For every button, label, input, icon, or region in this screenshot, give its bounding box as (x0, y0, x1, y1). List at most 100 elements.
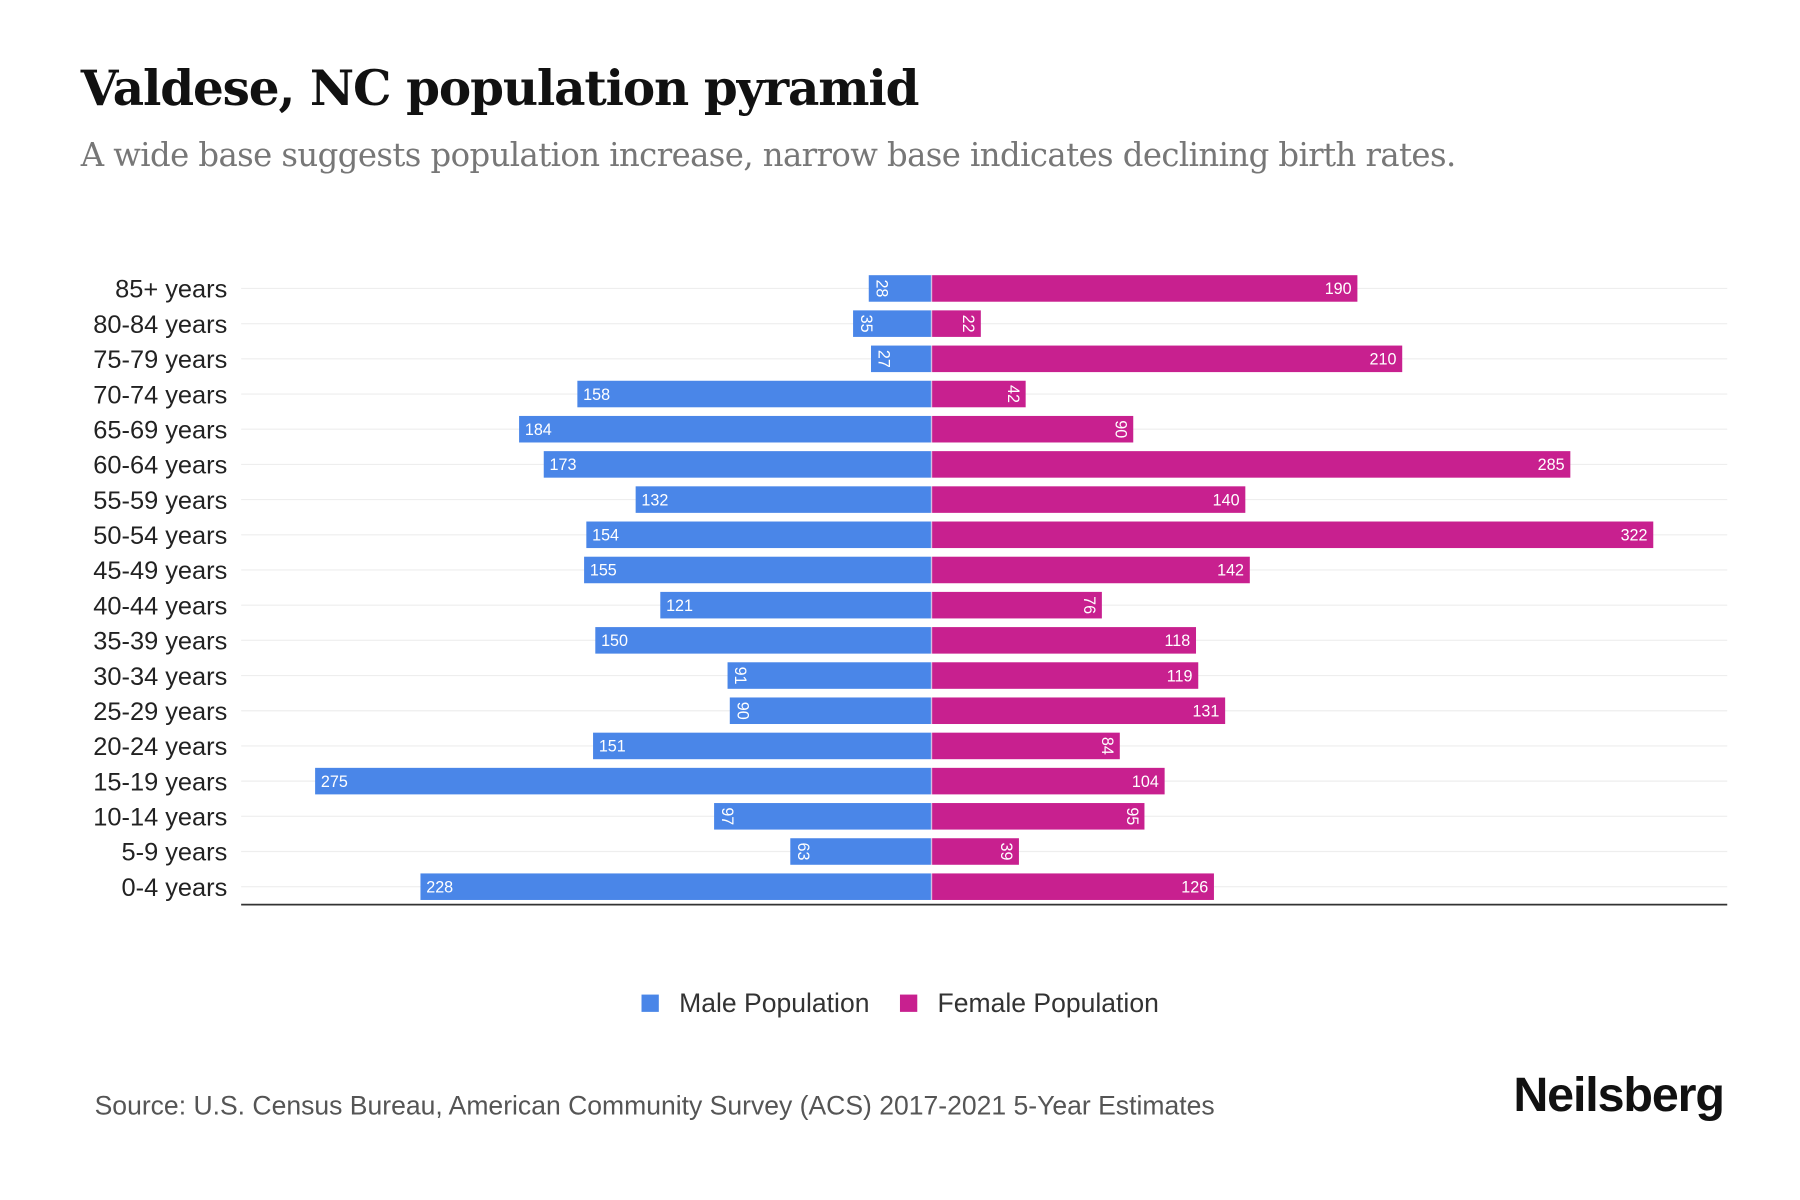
y-tick-label: 60-64 years (93, 452, 227, 480)
male-bar (729, 697, 932, 725)
male-bar (635, 486, 932, 513)
y-tick-label: 75-79 years (93, 346, 227, 374)
female-bar (931, 873, 1214, 900)
data-label: 27 (875, 350, 893, 368)
data-label: 121 (666, 597, 693, 615)
data-label: 104 (1132, 773, 1159, 791)
female-bar (931, 591, 1102, 619)
chart-title: Valdese, NC population pyramid (80, 59, 920, 117)
data-label: 150 (601, 632, 628, 650)
y-tick-label: 45-49 years (93, 557, 227, 585)
data-label: 28 (872, 279, 890, 297)
data-label: 39 (997, 843, 1015, 861)
female-bar (931, 767, 1165, 795)
data-label: 173 (550, 456, 577, 474)
y-tick-label: 5-9 years (122, 839, 228, 867)
male-bar (420, 873, 932, 900)
y-tick-label: 70-74 years (93, 381, 227, 409)
female-bar (931, 275, 1358, 302)
female-bar (931, 521, 1654, 549)
female-bar (931, 556, 1250, 584)
data-label: 84 (1098, 737, 1116, 755)
data-label: 95 (1123, 807, 1141, 825)
legend-label-male: Male Population (679, 987, 870, 1018)
male-bar (853, 310, 932, 337)
pyramid-chart: 85+ years 80-84 years 75-79 years 70-74 yea… (93, 275, 1728, 906)
male-bar (595, 627, 932, 654)
data-label: 63 (794, 843, 812, 861)
y-tick-label: 20-24 years (93, 733, 227, 761)
data-label: 140 (1213, 491, 1240, 509)
legend: Male Population Female Population (0, 988, 1800, 1019)
y-tick-label: 35-39 years (93, 628, 227, 656)
male-bar (790, 838, 932, 865)
data-label: 275 (321, 773, 348, 791)
data-label: 210 (1370, 351, 1397, 369)
female-bar (931, 662, 1199, 689)
data-label: 90 (1112, 420, 1130, 438)
female-bar (931, 838, 1019, 865)
brand-logo: Neilsberg (1513, 1067, 1725, 1122)
legend-label-female: Female Population (937, 987, 1159, 1018)
female-bar (931, 380, 1026, 408)
data-label: 35 (857, 315, 875, 333)
female-bar (931, 451, 1571, 478)
legend-item-male[interactable]: Male Population (641, 988, 869, 1019)
female-bar (931, 697, 1226, 725)
data-label: 97 (718, 807, 736, 825)
female-bar (931, 627, 1197, 654)
y-tick-label: 25-29 years (93, 698, 227, 726)
legend-swatch-male (641, 994, 659, 1012)
male-bar (577, 380, 932, 408)
male-bar (593, 732, 932, 760)
data-label: 118 (1165, 632, 1191, 650)
legend-item-female[interactable]: Female Population (899, 987, 1159, 1019)
data-label: 158 (583, 386, 610, 404)
data-label: 322 (1621, 527, 1648, 545)
y-tick-label: 0-4 years (122, 874, 228, 902)
male-bar (714, 803, 932, 830)
data-label: 154 (592, 527, 619, 545)
data-label: 76 (1080, 596, 1098, 614)
female-bar (931, 415, 1134, 443)
male-bar (586, 521, 932, 549)
y-tick-label: 85+ years (115, 276, 227, 304)
data-label: 190 (1325, 280, 1352, 298)
data-label: 131 (1192, 703, 1219, 721)
data-label: 126 (1181, 878, 1208, 896)
male-bar (660, 591, 932, 619)
y-tick-label: 15-19 years (93, 768, 227, 796)
legend-swatch-female (899, 994, 917, 1012)
data-label: 42 (1004, 385, 1022, 403)
chart-subtitle: A wide base suggests population increase… (80, 136, 1456, 175)
data-label: 119 (1167, 667, 1193, 685)
data-label: 90 (733, 702, 751, 720)
male-bar (584, 556, 932, 584)
male-bar (868, 275, 932, 302)
y-tick-label: 40-44 years (93, 592, 227, 620)
data-label: 285 (1538, 456, 1565, 474)
y-tick-label: 55-59 years (93, 487, 227, 515)
y-tick-label: 80-84 years (93, 311, 227, 339)
y-tick-label: 10-14 years (93, 804, 227, 832)
female-bar (931, 310, 981, 337)
source-note: Source: U.S. Census Bureau, American Com… (94, 1090, 1215, 1121)
data-label: 155 (590, 562, 617, 580)
data-label: 142 (1217, 562, 1244, 580)
data-label: 228 (426, 878, 453, 896)
male-bar (315, 767, 932, 795)
female-bar (931, 486, 1246, 513)
female-bar (931, 732, 1120, 760)
male-bar (727, 662, 932, 689)
female-bar (931, 803, 1145, 830)
male-bar (870, 345, 932, 373)
data-label: 91 (731, 667, 749, 685)
data-label: 151 (599, 738, 626, 756)
y-tick-label: 65-69 years (93, 416, 227, 444)
data-label: 184 (525, 421, 552, 439)
male-bar (543, 451, 932, 478)
male-bar (519, 415, 932, 443)
y-tick-label: 50-54 years (93, 522, 227, 550)
data-label: 132 (641, 491, 668, 509)
